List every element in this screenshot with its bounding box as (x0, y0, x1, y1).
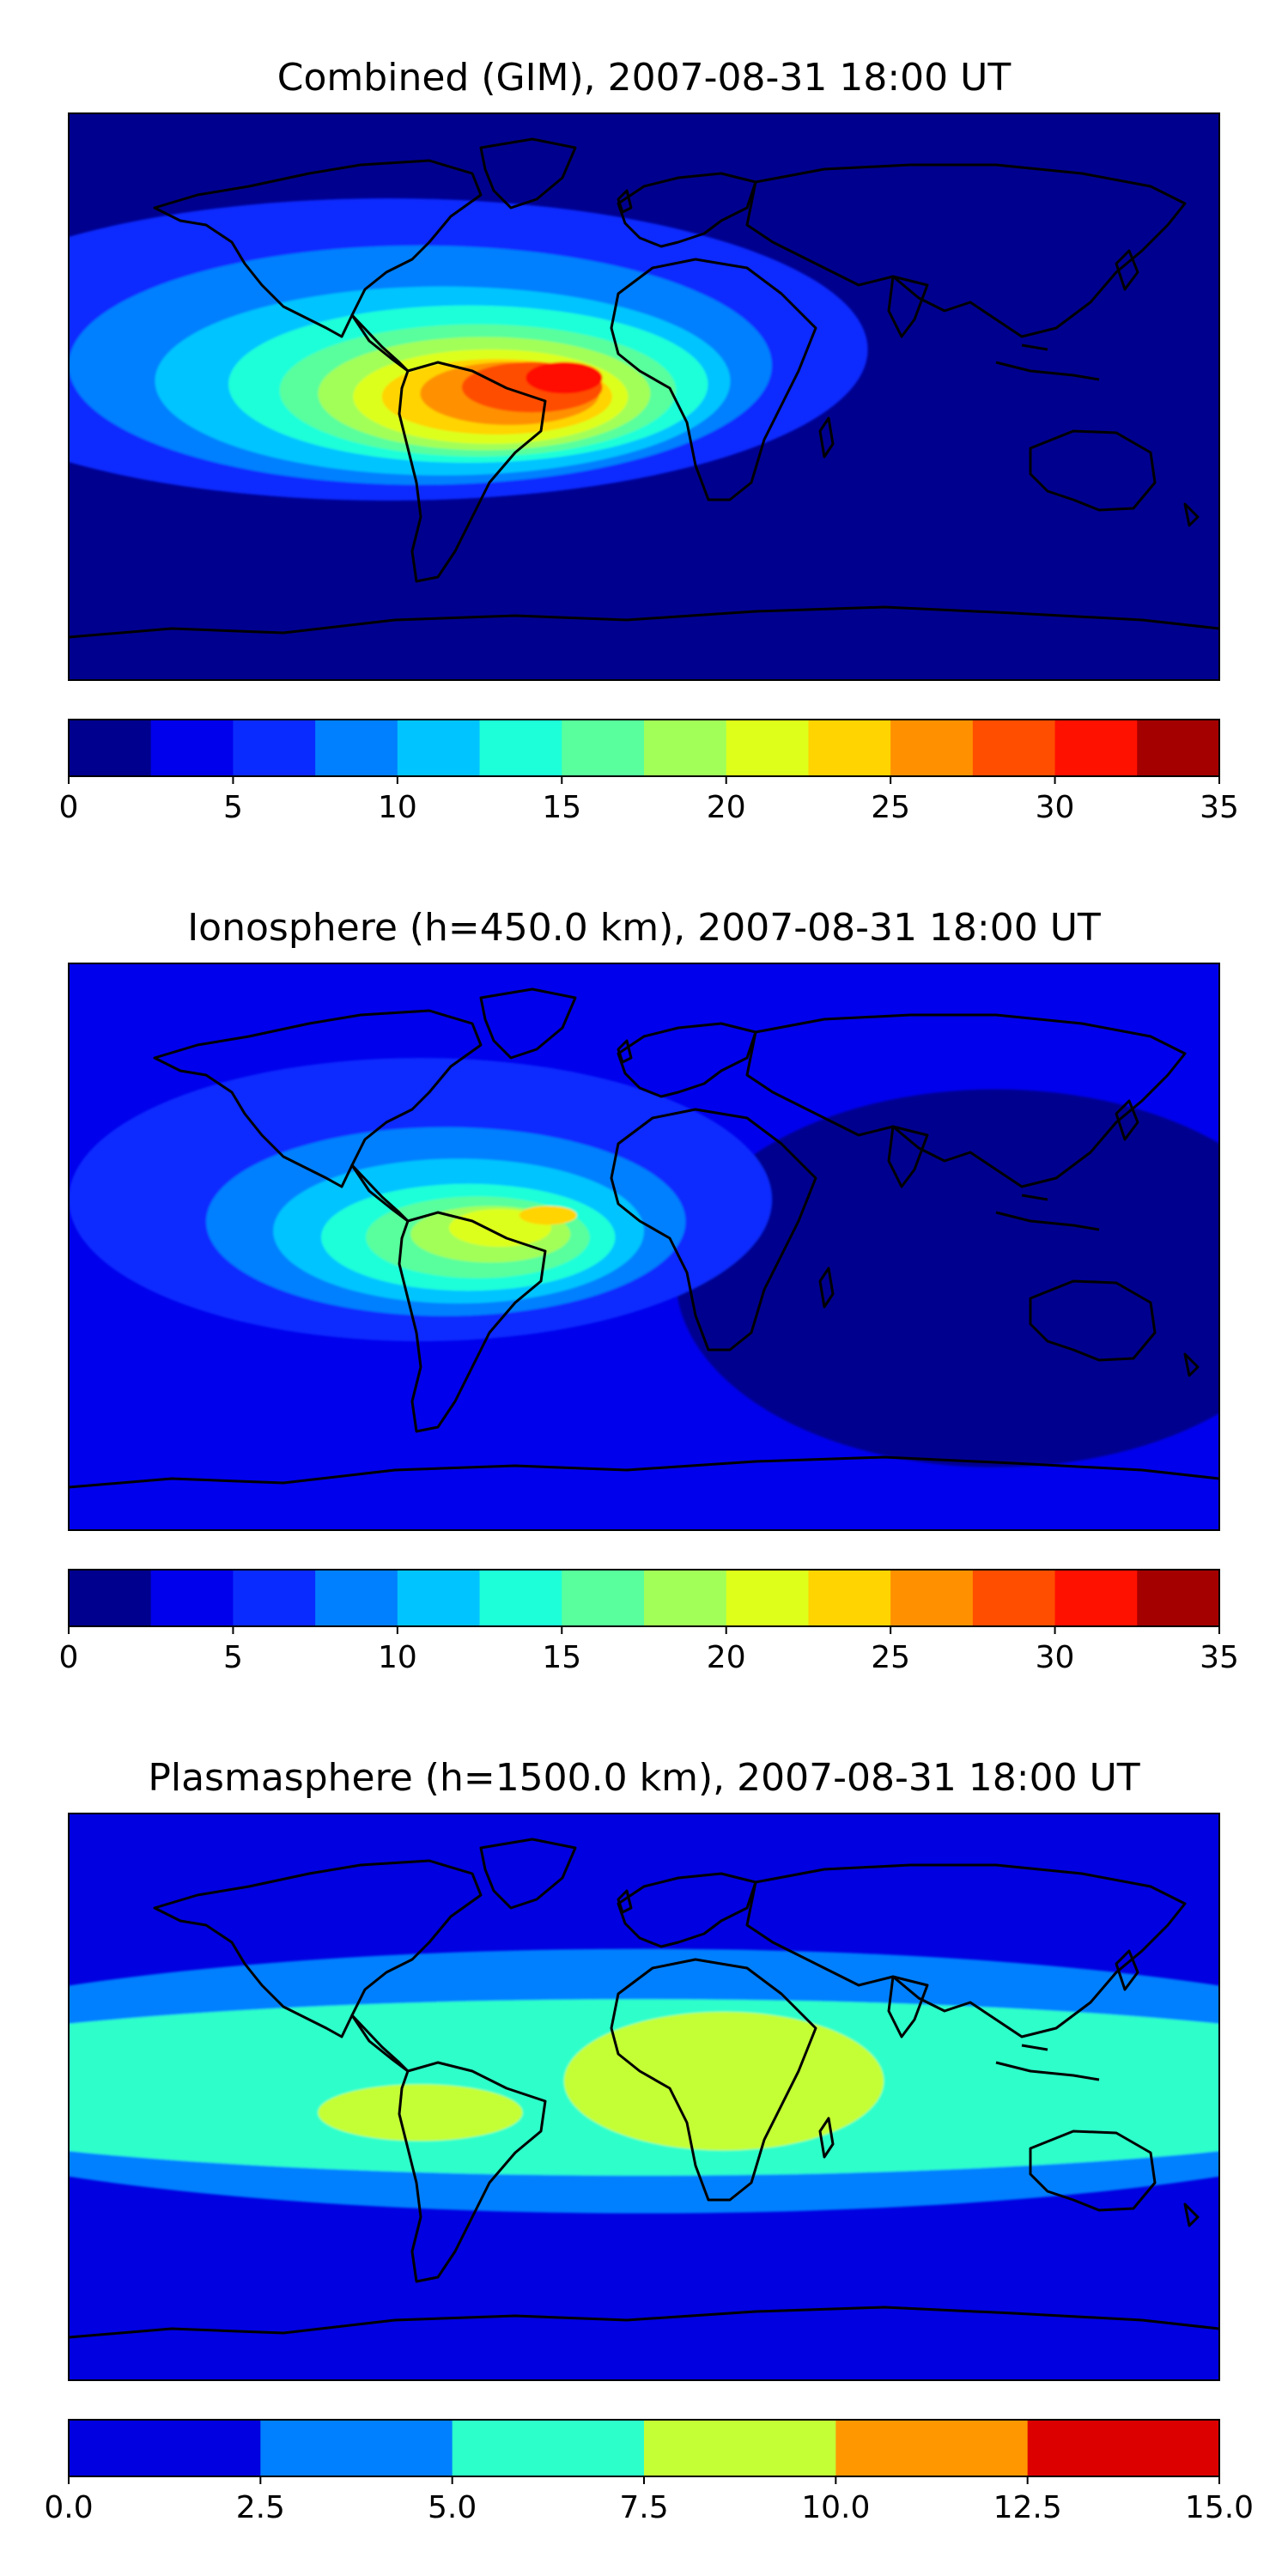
colorbar-segment (890, 720, 974, 776)
colorbar-segment (1054, 720, 1138, 776)
colorbar-segment (233, 1570, 316, 1626)
colorbar-tick-label: 25 (871, 790, 910, 825)
colorbar-tick-label: 0 (59, 790, 79, 825)
colorbar-segment (835, 2420, 1029, 2476)
colorbar-segment (69, 2420, 261, 2476)
colorbar-tick-label: 15 (542, 1640, 581, 1675)
map-panel (69, 113, 1219, 680)
contour-band (526, 361, 603, 394)
colorbar-segment (644, 1570, 727, 1626)
colorbar-frame (68, 1569, 1220, 1627)
colorbar-segment (233, 720, 316, 776)
colorbar-segment (150, 1570, 234, 1626)
colorbar-segment (397, 1570, 481, 1626)
colorbar-segment (726, 1570, 809, 1626)
colorbar-tick-label: 30 (1036, 1640, 1075, 1675)
colorbar-tick-label: 35 (1200, 1640, 1239, 1675)
map-frame (68, 112, 1220, 681)
colorbar-segment (644, 2420, 836, 2476)
colorbar-tick-label: 0.0 (44, 2490, 93, 2525)
chart-title: Plasmasphere (h=1500.0 km), 2007-08-31 1… (148, 1756, 1139, 1800)
colorbar-segment (562, 1570, 645, 1626)
colorbar-segment (315, 1570, 398, 1626)
chart-title: Ionosphere (h=450.0 km), 2007-08-31 18:0… (187, 906, 1101, 950)
colorbar-segment (1137, 1570, 1220, 1626)
colorbar-segment (69, 720, 152, 776)
colorbar-tick-label: 35 (1200, 790, 1239, 825)
colorbar-segment (452, 2420, 645, 2476)
map-panel (69, 963, 1219, 1530)
contour-band (563, 2012, 884, 2151)
colorbar-segment (150, 720, 234, 776)
colorbar-segment (726, 720, 809, 776)
colorbar-tick-label: 0 (59, 1640, 79, 1675)
colorbar-segment (808, 1570, 891, 1626)
colorbar-segment (562, 720, 645, 776)
contour-band (318, 2084, 523, 2142)
colorbar-tick-label: 5.0 (428, 2490, 477, 2525)
colorbar-tick-label: 25 (871, 1640, 910, 1675)
chart-title: Combined (GIM), 2007-08-31 18:00 UT (277, 56, 1012, 100)
colorbar-tick-label: 30 (1036, 790, 1075, 825)
colorbar-segment (808, 720, 891, 776)
colorbar-segment (260, 2420, 453, 2476)
colorbar-tick-label: 7.5 (619, 2490, 668, 2525)
contour-band (519, 1206, 577, 1225)
colorbar: 0 5 10 15 20 25 30 35 (59, 1569, 1239, 1675)
map-panel (69, 1814, 1219, 2380)
colorbar-frame (68, 719, 1220, 777)
colorbar-tick-label: 10 (378, 1640, 417, 1675)
colorbar-tick-label: 5 (223, 790, 243, 825)
colorbar-tick-label: 20 (707, 1640, 746, 1675)
colorbar: 0.0 2.5 5.0 7.5 10.0 12.5 15.0 (44, 2419, 1254, 2525)
colorbar-tick-label: 15 (542, 790, 581, 825)
colorbar-segment (1137, 720, 1220, 776)
colorbar-tick-label: 12.5 (993, 2490, 1062, 2525)
colorbar-tick-label: 10 (378, 790, 417, 825)
colorbar-tick-label: 15.0 (1185, 2490, 1254, 2525)
colorbar-tick-label: 20 (707, 790, 746, 825)
map-frame (68, 963, 1220, 1531)
colorbar-segment (315, 720, 398, 776)
colorbar-segment (397, 720, 481, 776)
colorbar-tick-label: 2.5 (236, 2490, 285, 2525)
colorbar-segment (69, 1570, 152, 1626)
colorbar: 0 5 10 15 20 25 30 35 (59, 719, 1239, 825)
colorbar-segment (890, 1570, 974, 1626)
colorbar-segment (644, 720, 727, 776)
colorbar-tick-label: 10.0 (801, 2490, 870, 2525)
colorbar-tick-label: 5 (223, 1640, 243, 1675)
colorbar-segment (479, 1570, 562, 1626)
contour-band (676, 1089, 1219, 1467)
map-frame (68, 1813, 1220, 2381)
colorbar-segment (1054, 1570, 1138, 1626)
colorbar-segment (479, 720, 562, 776)
colorbar-segment (972, 720, 1056, 776)
colorbar-segment (1027, 2420, 1220, 2476)
colorbar-segment (972, 1570, 1056, 1626)
